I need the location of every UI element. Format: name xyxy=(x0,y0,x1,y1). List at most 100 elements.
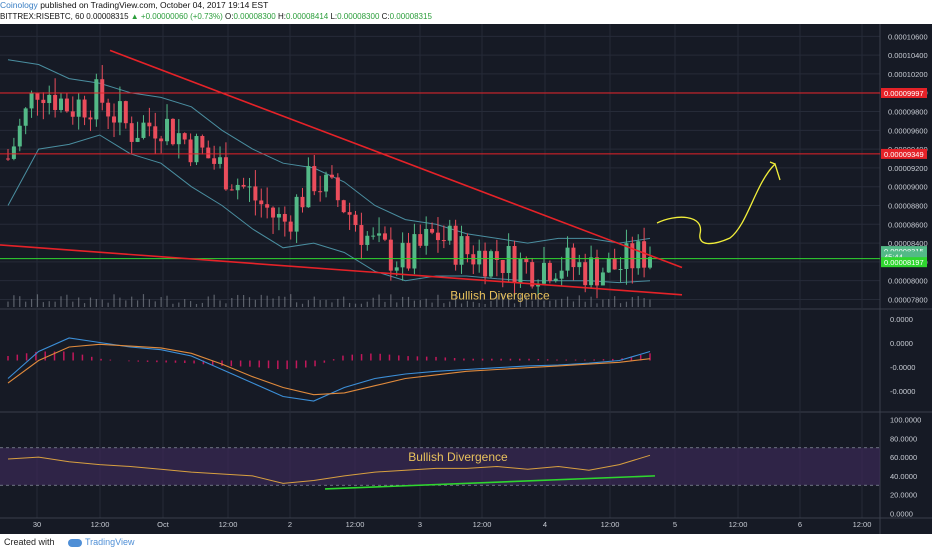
candle[interactable] xyxy=(182,133,187,140)
candle[interactable] xyxy=(418,234,423,246)
candle[interactable] xyxy=(341,200,346,213)
author-name[interactable]: Coinology xyxy=(0,0,38,10)
candle[interactable] xyxy=(518,258,523,283)
candle[interactable] xyxy=(488,251,493,277)
candle[interactable] xyxy=(435,232,440,241)
candle[interactable] xyxy=(312,166,317,192)
candles[interactable] xyxy=(6,65,652,299)
candle[interactable] xyxy=(117,101,122,123)
candle[interactable] xyxy=(165,118,170,142)
candle[interactable] xyxy=(500,260,505,273)
candle[interactable] xyxy=(571,247,576,268)
candle[interactable] xyxy=(506,245,511,273)
rsi-pane[interactable]: Bullish Divergence 100.0000 80.0000 60.0000… xyxy=(0,416,921,519)
candle[interactable] xyxy=(483,250,488,277)
candle[interactable] xyxy=(424,228,429,246)
candle[interactable] xyxy=(218,157,223,164)
candle[interactable] xyxy=(23,108,28,126)
candle[interactable] xyxy=(188,139,193,163)
candle[interactable] xyxy=(465,236,470,255)
candle[interactable] xyxy=(400,242,405,268)
candle[interactable] xyxy=(153,126,158,139)
candle[interactable] xyxy=(377,233,382,236)
candle[interactable] xyxy=(447,225,452,241)
candle[interactable] xyxy=(536,283,541,287)
candle[interactable] xyxy=(583,262,588,286)
candle[interactable] xyxy=(494,251,499,261)
candle[interactable] xyxy=(365,235,370,245)
candle[interactable] xyxy=(135,137,140,142)
time-axis[interactable]: 30 12:00 Oct 12:00 2 12:00 3 12:00 4 12:00 5 12:00 6… xyxy=(33,520,872,529)
candle[interactable] xyxy=(430,228,435,233)
candle[interactable] xyxy=(477,250,482,265)
candle[interactable] xyxy=(100,79,105,103)
candle[interactable] xyxy=(94,79,99,120)
candle[interactable] xyxy=(441,240,446,242)
candle[interactable] xyxy=(329,174,334,178)
candle[interactable] xyxy=(371,235,376,237)
candle[interactable] xyxy=(347,212,352,215)
candle[interactable] xyxy=(589,257,594,286)
macd-line[interactable] xyxy=(7,337,651,402)
candle[interactable] xyxy=(512,245,517,283)
macd-pane[interactable]: 0.0000 0.0000 -0.0000 -0.0000 xyxy=(7,315,915,402)
candle[interactable] xyxy=(642,241,647,268)
chart-svg[interactable]: Bullish Divergence 0.0000 0.0000 -0.0000 -0… xyxy=(0,24,932,534)
price-axis[interactable]: 0.000106000.000104000.000102000.00010000… xyxy=(881,32,928,304)
candle[interactable] xyxy=(318,191,323,193)
candle[interactable] xyxy=(253,186,258,201)
candle[interactable] xyxy=(223,157,228,190)
candle[interactable] xyxy=(259,200,264,205)
candle[interactable] xyxy=(176,133,181,145)
candle[interactable] xyxy=(559,270,564,279)
candle[interactable] xyxy=(200,136,205,148)
projected-path-arrow[interactable] xyxy=(656,161,781,245)
candle[interactable] xyxy=(82,99,87,118)
candle[interactable] xyxy=(594,257,599,286)
candle[interactable] xyxy=(59,98,64,110)
candle[interactable] xyxy=(212,158,217,164)
candle[interactable] xyxy=(630,243,635,269)
rsi-line[interactable] xyxy=(7,454,651,484)
candle[interactable] xyxy=(353,214,358,226)
candle[interactable] xyxy=(159,138,164,142)
candle[interactable] xyxy=(112,116,117,123)
candle[interactable] xyxy=(6,158,10,160)
candle[interactable] xyxy=(106,102,111,117)
candle[interactable] xyxy=(206,147,211,159)
candle[interactable] xyxy=(170,118,175,145)
candle[interactable] xyxy=(612,258,617,270)
candle[interactable] xyxy=(382,233,387,240)
candle[interactable] xyxy=(453,225,458,265)
candle[interactable] xyxy=(271,207,276,218)
falling-wedge-lower-trendline[interactable] xyxy=(0,244,683,296)
candle[interactable] xyxy=(406,242,411,269)
candle[interactable] xyxy=(70,111,75,117)
candle[interactable] xyxy=(606,258,611,273)
candle[interactable] xyxy=(229,189,234,191)
candle[interactable] xyxy=(247,186,252,188)
falling-wedge-upper-trendline[interactable] xyxy=(109,49,683,269)
candle[interactable] xyxy=(600,272,605,286)
tradingview-brand[interactable]: TradingView xyxy=(85,537,135,547)
candle[interactable] xyxy=(412,234,417,269)
candle[interactable] xyxy=(129,123,134,142)
candle[interactable] xyxy=(141,122,146,138)
candle[interactable] xyxy=(577,262,582,268)
candle[interactable] xyxy=(541,262,546,284)
candle[interactable] xyxy=(618,269,623,271)
drawings[interactable]: Bullish Divergence xyxy=(0,49,880,302)
candle[interactable] xyxy=(265,204,270,208)
candle[interactable] xyxy=(64,98,69,112)
candle[interactable] xyxy=(241,184,246,187)
candle[interactable] xyxy=(76,99,81,117)
candle[interactable] xyxy=(276,213,281,218)
candle[interactable] xyxy=(88,117,93,120)
candle[interactable] xyxy=(324,174,329,192)
chart-area[interactable]: Bullish Divergence 0.0000 0.0000 -0.0000 -0… xyxy=(0,24,932,534)
candle[interactable] xyxy=(565,247,570,271)
candle[interactable] xyxy=(530,262,535,287)
candle[interactable] xyxy=(471,254,476,265)
candle[interactable] xyxy=(648,257,652,268)
candle[interactable] xyxy=(388,239,393,271)
